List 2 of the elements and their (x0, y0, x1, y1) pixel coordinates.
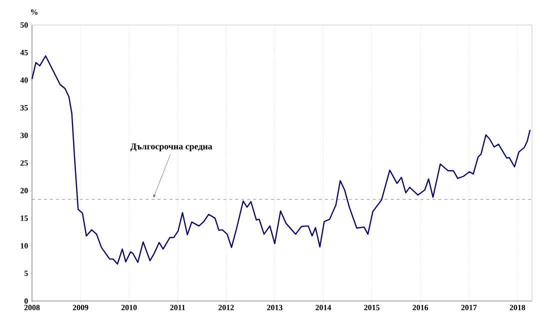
annotation: Дългосрочна средна (130, 143, 212, 152)
line-series (31, 55, 531, 265)
